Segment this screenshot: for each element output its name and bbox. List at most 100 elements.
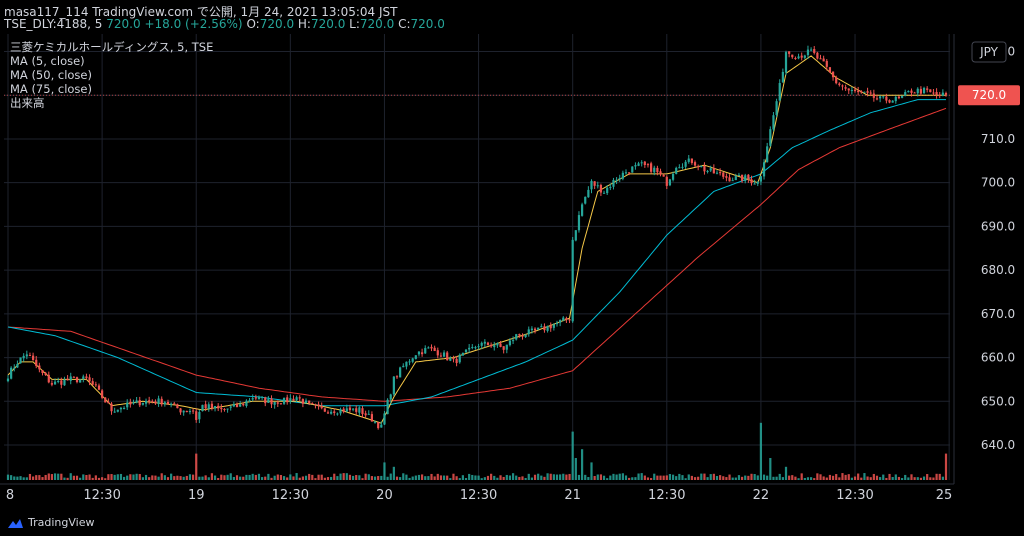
y-tick-label: 680.0 [981, 263, 1015, 277]
candle-body [841, 85, 844, 87]
volume-bar [198, 476, 201, 480]
volume-bar [276, 474, 279, 480]
candle-body [414, 355, 417, 359]
volume-bar [919, 477, 923, 480]
volume-bar [543, 476, 546, 480]
brand-name: TradingView [28, 516, 95, 529]
candle-body [772, 115, 775, 130]
volume-bar [298, 477, 301, 480]
candle-body [141, 402, 144, 405]
volume-bar [57, 473, 60, 480]
candle-body [866, 91, 869, 93]
candle-body [402, 365, 405, 368]
volume-bar [53, 473, 57, 480]
price-chart[interactable]: 640.0 650.0 660.0 670.0 680.0 690.0 700.0 710.0… [0, 34, 1024, 510]
volume-bar [697, 476, 700, 480]
candle-body [631, 166, 634, 173]
candle-body [267, 399, 270, 403]
candle-body [28, 355, 32, 357]
volume-bar [424, 476, 427, 480]
candle-body [223, 408, 226, 410]
candle-body [377, 421, 380, 429]
volume-bar [483, 477, 486, 480]
x-tick-label: 12:30 [648, 488, 685, 503]
volume-bar [533, 474, 537, 480]
candle-body [148, 400, 151, 402]
volume-bar [869, 477, 872, 480]
candle-body [239, 404, 242, 407]
candle-body [439, 355, 443, 357]
candle-body [79, 379, 82, 383]
candle-body [254, 397, 257, 399]
candle-body [784, 52, 788, 73]
candle-body [449, 358, 452, 361]
volume-bar [794, 476, 797, 480]
volume-bar [681, 475, 684, 480]
candle-body [358, 407, 361, 413]
volume-bar [640, 473, 643, 480]
candle-body [762, 162, 766, 177]
candle-body [706, 170, 709, 172]
candle-body [502, 346, 505, 350]
symbol-ohlc-line: TSE_DLY:4188, 5 720.0 +18.0 (+2.56%) O:7… [4, 17, 445, 31]
candle-body [496, 343, 499, 346]
candle-body [759, 176, 763, 182]
candle-body [198, 412, 201, 420]
candle-body [869, 92, 872, 94]
candle-body [138, 400, 141, 406]
volume-bar [860, 477, 863, 480]
volume-bar [408, 477, 411, 480]
volume-bar [863, 473, 866, 480]
candle-body [555, 322, 559, 325]
candle-body [653, 167, 656, 173]
volume-bar [6, 474, 10, 480]
volume-bar [113, 474, 116, 480]
candle-body [154, 401, 157, 404]
candle-body [853, 89, 857, 92]
x-tick-label: 20 [376, 488, 393, 503]
candle-body [383, 413, 386, 425]
volume-bar [446, 475, 449, 480]
volume-bar [511, 473, 515, 480]
candle-body [436, 350, 439, 356]
volume-bar [471, 474, 474, 480]
candle-body [483, 341, 486, 344]
candle-body [22, 355, 25, 359]
volume-bar [703, 473, 706, 480]
volume-bar [336, 476, 339, 480]
volume-bar [60, 473, 63, 480]
volume-bar [31, 476, 35, 480]
volume-bar [659, 475, 662, 480]
candle-body [888, 100, 891, 103]
volume-bar [154, 475, 157, 480]
volume-bar [195, 453, 198, 480]
candle-body [844, 87, 847, 89]
volume-bar [722, 476, 725, 480]
candle-body [38, 365, 41, 370]
candle-body [584, 196, 587, 204]
volume-bar [819, 474, 822, 480]
volume-bar [888, 473, 891, 480]
volume-bar [631, 477, 634, 480]
candle-body [546, 325, 549, 331]
candle-body [609, 186, 612, 188]
candle-body [537, 327, 540, 330]
volume-bar [574, 458, 577, 480]
volume-bar [235, 475, 239, 480]
volume-bar [339, 473, 342, 480]
volume-bar [568, 473, 571, 480]
candle-body [863, 91, 866, 93]
chart-legend: 三菱ケミカルホールディングス, 5, TSE MA (5, close) MA … [10, 40, 213, 110]
volume-bar [414, 475, 417, 480]
tradingview-logo[interactable]: TradingView [6, 516, 94, 529]
volume-bar [894, 474, 897, 480]
candle-body [251, 398, 254, 400]
candle-body [66, 378, 69, 381]
candle-body [151, 401, 154, 403]
candle-body [273, 401, 276, 405]
candle-body [25, 354, 28, 357]
candle-body [226, 408, 229, 410]
candle-body [207, 404, 210, 409]
candle-body [596, 185, 599, 187]
candle-body [185, 411, 188, 413]
